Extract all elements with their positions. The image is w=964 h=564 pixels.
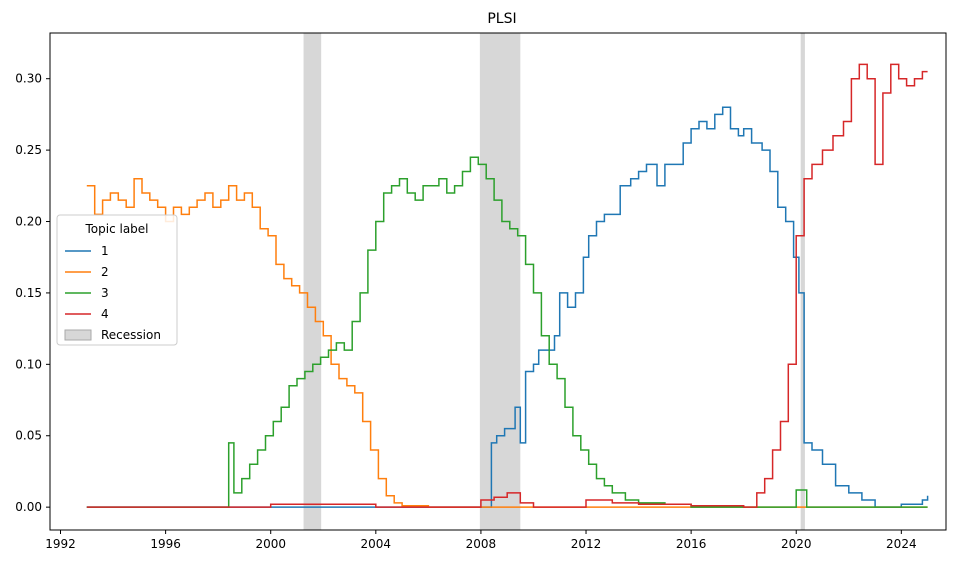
x-tick-label: 2020: [781, 537, 812, 551]
x-tick-label: 2024: [886, 537, 917, 551]
chart-title: PLSI: [487, 11, 516, 27]
y-tick-label: 0.15: [15, 286, 42, 300]
legend-label: 4: [101, 307, 109, 321]
x-axis-ticks: 1992 1996 2000 2004 2008 2012 2016 2020 2024: [45, 530, 917, 551]
y-axis-ticks: 0.00 0.05 0.10 0.15 0.20 0.25 0.30: [15, 72, 50, 514]
x-tick-label: 2004: [361, 537, 392, 551]
series-lines: [86, 63, 929, 508]
x-tick-label: 2008: [466, 537, 497, 551]
x-tick-label: 1992: [45, 537, 76, 551]
x-tick-label: 1996: [150, 537, 181, 551]
recession-band: [303, 33, 322, 530]
recession-band: [800, 33, 805, 530]
legend-label: 2: [101, 265, 109, 279]
legend-label: 1: [101, 244, 109, 258]
legend-swatch-recession: [64, 329, 92, 341]
series-line-2: [86, 177, 928, 508]
legend-box: [56, 214, 178, 346]
recession-band: [479, 33, 521, 530]
y-tick-label: 0.10: [15, 357, 42, 371]
legend-label: Recession: [101, 328, 161, 342]
series-line-1: [86, 106, 929, 508]
y-tick-label: 0.00: [15, 500, 42, 514]
y-tick-label: 0.20: [15, 215, 42, 229]
y-tick-label: 0.05: [15, 429, 42, 443]
plot-frame: [49, 32, 947, 531]
legend-title: Topic label: [84, 222, 148, 236]
legend-label: 3: [101, 286, 109, 300]
recession-bands: [303, 33, 805, 530]
y-tick-label: 0.30: [15, 72, 42, 86]
x-tick-label: 2012: [571, 537, 602, 551]
y-tick-label: 0.25: [15, 143, 42, 157]
series-line-4: [86, 63, 928, 508]
legend: Topic label 1 2 3 4 Recession: [56, 214, 178, 346]
x-tick-label: 2016: [676, 537, 707, 551]
series-line-3: [86, 156, 928, 508]
x-tick-label: 2000: [255, 537, 286, 551]
